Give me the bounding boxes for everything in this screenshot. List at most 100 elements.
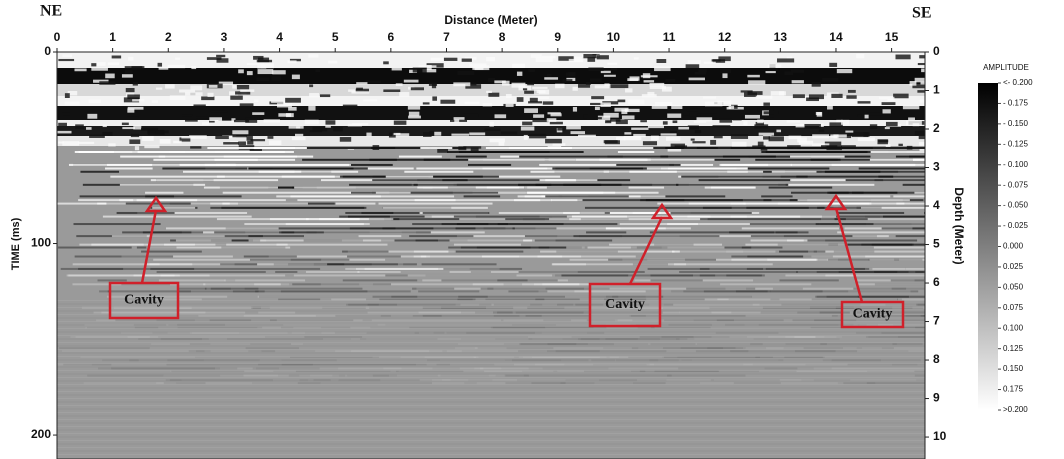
texture-stripe bbox=[750, 343, 827, 345]
texture-dash bbox=[127, 94, 140, 99]
texture-dash bbox=[215, 136, 229, 139]
texture-stripe bbox=[646, 290, 771, 292]
texture-dash bbox=[97, 62, 106, 66]
texture-dash bbox=[122, 127, 135, 129]
texture-stripe bbox=[399, 156, 442, 158]
texture-dash bbox=[325, 126, 331, 128]
texture-faint bbox=[57, 433, 925, 434]
texture-dash bbox=[451, 134, 469, 136]
texture-dash bbox=[91, 67, 108, 71]
texture-stripe bbox=[530, 171, 676, 173]
texture-stripe bbox=[409, 235, 473, 237]
texture-dash bbox=[720, 69, 731, 73]
texture-stripe bbox=[59, 347, 150, 349]
texture-dash bbox=[152, 100, 158, 103]
texture-dash bbox=[216, 55, 225, 57]
annotation-text: Cavity bbox=[124, 293, 164, 308]
texture-dash bbox=[383, 89, 400, 92]
texture-dash bbox=[238, 69, 244, 73]
texture-dash bbox=[394, 121, 407, 125]
texture-dash bbox=[490, 138, 505, 142]
texture-dash bbox=[769, 136, 784, 141]
texture-stripe bbox=[203, 283, 292, 285]
texture-stripe bbox=[769, 187, 833, 189]
texture-dash bbox=[74, 69, 86, 72]
texture-dash bbox=[62, 141, 79, 146]
texture-dash bbox=[732, 142, 747, 147]
texture-stripe bbox=[874, 271, 949, 273]
texture-faint bbox=[57, 363, 925, 364]
texture-stripe bbox=[412, 288, 454, 290]
texture-stripe bbox=[302, 159, 397, 161]
colorbar-tick-label: - 0.150 bbox=[1003, 119, 1028, 128]
texture-stripe bbox=[616, 164, 680, 166]
texture-dash bbox=[89, 135, 105, 138]
texture-dash bbox=[713, 113, 717, 118]
texture-dash bbox=[133, 82, 138, 86]
texture-dash bbox=[182, 114, 192, 116]
texture-dash bbox=[661, 133, 677, 135]
texture-dash bbox=[506, 104, 514, 107]
texture-dash bbox=[289, 126, 304, 129]
texture-stripe bbox=[509, 147, 665, 149]
texture-faint bbox=[57, 444, 925, 445]
texture-stripe bbox=[257, 263, 327, 265]
texture-stripe bbox=[348, 216, 390, 218]
x-tick-label: 5 bbox=[332, 30, 339, 44]
texture-dash bbox=[190, 146, 201, 148]
texture-dash bbox=[58, 59, 74, 61]
texture-dash bbox=[521, 126, 534, 130]
texture-stripe bbox=[443, 268, 522, 270]
texture-dash bbox=[191, 66, 196, 69]
texture-stripe bbox=[183, 171, 301, 173]
texture-dash bbox=[573, 107, 577, 112]
texture-dash bbox=[159, 67, 169, 70]
texture-stripe bbox=[442, 315, 526, 317]
texture-dash bbox=[423, 102, 430, 104]
texture-dash bbox=[698, 69, 706, 72]
texture-stripe bbox=[419, 312, 461, 314]
texture-dash bbox=[704, 62, 716, 64]
x-tick-label: 12 bbox=[718, 30, 732, 44]
texture-dash bbox=[710, 140, 716, 145]
texture-stripe bbox=[164, 382, 206, 384]
texture-dash bbox=[517, 97, 524, 102]
texture-stripe bbox=[105, 168, 153, 170]
texture-dash bbox=[896, 55, 911, 60]
texture-dash bbox=[789, 136, 802, 140]
texture-stripe bbox=[372, 179, 467, 181]
texture-dash bbox=[747, 91, 762, 95]
texture-dash bbox=[689, 114, 700, 117]
texture-stripe bbox=[846, 179, 997, 181]
texture-stripe bbox=[508, 290, 547, 292]
texture-dash bbox=[688, 60, 701, 64]
texture-stripe bbox=[779, 279, 838, 281]
texture-dash bbox=[488, 78, 495, 82]
texture-dash bbox=[563, 79, 573, 83]
colorbar-tick-label: 0.000 bbox=[1003, 242, 1024, 251]
texture-dash bbox=[271, 76, 280, 80]
texture-dash bbox=[845, 131, 853, 133]
texture-faint bbox=[57, 377, 925, 378]
texture-stripe bbox=[869, 268, 933, 270]
texture-dash bbox=[689, 78, 705, 81]
texture-dash bbox=[232, 85, 236, 89]
texture-stripe bbox=[282, 176, 343, 178]
texture-dash bbox=[99, 81, 115, 85]
colorbar-tick-label: 0.175 bbox=[1003, 385, 1024, 394]
texture-dash bbox=[763, 103, 770, 106]
y2-axis-title: Depth (Meter) bbox=[952, 187, 966, 264]
texture-dash bbox=[527, 82, 534, 85]
y2-tick-label: 8 bbox=[933, 352, 940, 366]
texture-stripe bbox=[221, 207, 364, 209]
texture-dash bbox=[697, 117, 713, 121]
texture-dash bbox=[719, 119, 732, 123]
texture-stripe bbox=[545, 195, 628, 197]
texture-dash bbox=[277, 103, 292, 107]
texture-stripe bbox=[679, 312, 731, 314]
texture-stripe bbox=[532, 382, 566, 384]
texture-stripe bbox=[796, 176, 957, 178]
texture-stripe bbox=[224, 279, 305, 281]
texture-stripe bbox=[145, 192, 183, 194]
colorbar-title: AMPLITUDE bbox=[983, 63, 1029, 72]
